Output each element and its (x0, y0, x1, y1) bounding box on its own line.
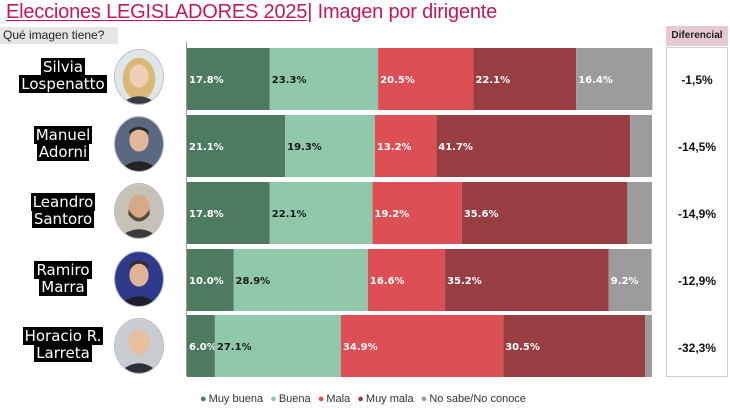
legend-dot-icon: ● (420, 393, 428, 405)
candidate-name-lospenatto: Silvia Lospenatto (19, 58, 107, 93)
diferencial-value: -14,9% (677, 207, 717, 221)
bar-segment-mala (372, 182, 462, 244)
bar-segment-buena (269, 48, 379, 110)
data-label: 10.0% (189, 276, 224, 287)
bar-segment-mala (340, 315, 504, 377)
avatar-adorni (114, 116, 164, 172)
bar-segment-muy-mala (503, 315, 646, 377)
title-main: Elecciones LEGISLADORES 2025 (6, 1, 308, 23)
legend-dot-icon: ● (317, 393, 325, 405)
data-label: 30.5% (505, 342, 540, 353)
data-label: 35.6% (464, 209, 499, 220)
chart-legend: ● Muy buena ● Buena ● Mala ● Muy mala ● No sa… (200, 393, 530, 405)
chart-axis-line (186, 42, 187, 376)
data-label: 22.1% (272, 209, 307, 220)
bar-segment-buena (269, 182, 373, 244)
question-label: Qué imagen tiene? (0, 27, 118, 44)
legend-dot-icon: ● (270, 393, 277, 405)
data-label: 27.1% (217, 342, 252, 353)
data-label: 23.3% (272, 75, 307, 86)
bar-segment-no-sabe (627, 182, 652, 244)
woman-portrait-icon (115, 50, 163, 104)
candidate-name-larreta: Horacio R. Larreta (22, 327, 104, 362)
data-label: 22.1% (475, 75, 510, 86)
bar-segment-muy-buena (187, 115, 286, 177)
bar-segment-muy-mala (473, 48, 577, 110)
man-portrait-icon (115, 117, 163, 171)
diferencial-value: -1,5% (681, 73, 713, 87)
diferencial-header: Diferencial (666, 26, 728, 46)
data-label: 17.8% (189, 75, 224, 86)
candidate-name-marra: Ramiro Marra (34, 261, 92, 296)
legend-dot-icon: ● (357, 393, 364, 405)
data-label: 16.4% (578, 75, 613, 86)
bar-segment-muy-buena (187, 182, 270, 244)
avatar-lospenatto (114, 49, 164, 105)
title-sub: | Imagen por dirigente (307, 1, 498, 23)
bar-segment-muy-mala (436, 115, 631, 177)
legend-item-muy-buena: ● Muy buena (200, 393, 264, 405)
candidate-name-santoro: Leandro Santoro (30, 193, 96, 228)
man-portrait-icon (115, 184, 163, 238)
bar-segment-no-sabe (576, 48, 653, 110)
man-portrait-icon (115, 319, 163, 373)
bar-segment-no-sabe (630, 115, 653, 177)
data-label: 41.7% (438, 142, 473, 153)
avatar-larreta (114, 318, 164, 374)
legend-item-no-sabe: ● No sabe/No conoce (420, 393, 526, 405)
data-label: 16.6% (370, 276, 405, 287)
data-label: 6.0% (189, 342, 217, 353)
avatar-marra (114, 251, 164, 307)
legend-item-muy-mala: ● Muy mala (357, 393, 414, 405)
data-label: 19.2% (375, 209, 410, 220)
bar-segment-mala (378, 48, 474, 110)
avatar-santoro (114, 183, 164, 239)
data-label: 21.1% (189, 142, 224, 153)
legend-dot-icon: ● (200, 393, 207, 405)
data-label: 20.5% (380, 75, 415, 86)
bar-segment-muy-mala (445, 249, 609, 311)
legend-item-buena: ● Buena (270, 393, 311, 405)
bar-segment-muy-buena (187, 315, 215, 377)
data-label: 19.3% (287, 142, 322, 153)
bar-segment-muy-mala (461, 182, 628, 244)
diferencial-value: -32,3% (677, 341, 717, 355)
data-label: 34.9% (343, 342, 378, 353)
bar-segment-buena (285, 115, 375, 177)
bar-segment-mala (374, 115, 437, 177)
bar-segment-buena (233, 249, 368, 311)
diferencial-column (666, 47, 728, 377)
data-label: 35.2% (447, 276, 482, 287)
data-label: 28.9% (236, 276, 271, 287)
bar-segment-no-sabe (608, 249, 652, 311)
bar-segment-mala (367, 249, 446, 311)
man-portrait-icon (115, 252, 163, 306)
data-label: 13.2% (377, 142, 412, 153)
bar-segment-muy-buena (187, 48, 270, 110)
bar-segment-muy-buena (187, 249, 234, 311)
diferencial-value: -12,9% (677, 274, 717, 288)
candidate-name-adorni: Manuel Adorni (33, 126, 93, 161)
diferencial-value: -14,5% (677, 140, 717, 154)
bar-segment-no-sabe (645, 315, 653, 377)
data-label: 17.8% (189, 209, 224, 220)
page-title: Elecciones LEGISLADORES 2025| Imagen por… (6, 1, 497, 24)
data-label: 9.2% (611, 276, 639, 287)
legend-item-mala: ● Mala (317, 393, 351, 405)
bar-segment-buena (214, 315, 341, 377)
